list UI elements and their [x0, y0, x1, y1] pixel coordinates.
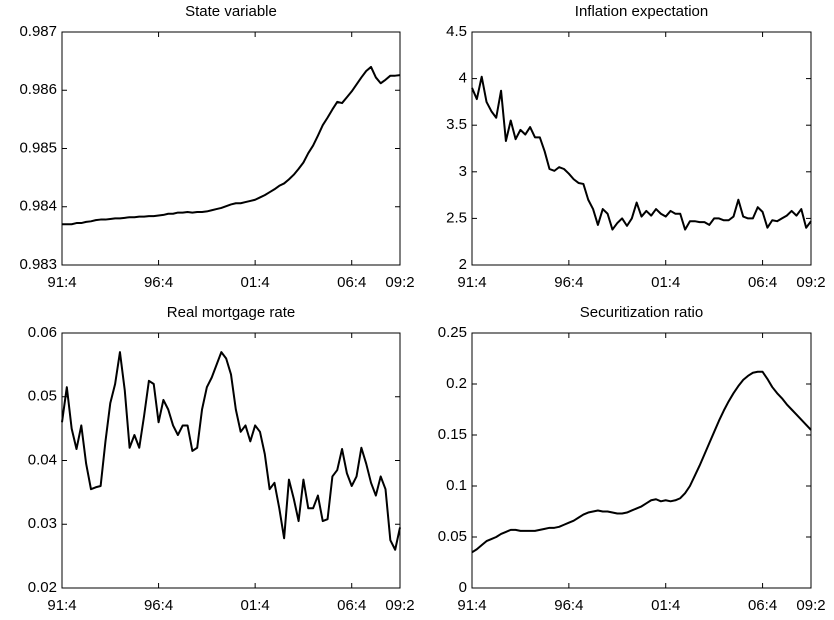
plot-frame [471, 332, 812, 589]
plot-frame [61, 31, 401, 266]
x-tick-label: 09:2 [385, 597, 414, 614]
y-tick-label: 0.05 [28, 388, 57, 405]
x-tick-label: 06:4 [748, 274, 777, 291]
y-tick-label: 0.986 [19, 81, 57, 98]
x-tick-label: 09:2 [796, 274, 825, 291]
y-tick-label: 0.05 [438, 528, 467, 545]
x-tick-label: 01:4 [651, 274, 680, 291]
chart-title: Securitization ratio [580, 304, 703, 321]
x-tick-label: 91:4 [457, 597, 486, 614]
y-tick-label: 3 [459, 163, 467, 180]
y-tick-label: 0.985 [19, 139, 57, 156]
y-tick-label: 4 [459, 70, 467, 87]
chart-title: Inflation expectation [575, 3, 708, 20]
y-tick-label: 4.5 [446, 23, 467, 40]
x-tick-label: 09:2 [385, 274, 414, 291]
x-tick-label: 96:4 [554, 274, 583, 291]
y-tick-label: 0.983 [19, 256, 57, 273]
y-tick-label: 0.987 [19, 23, 57, 40]
x-tick-label: 01:4 [241, 274, 270, 291]
x-tick-label: 09:2 [796, 597, 825, 614]
chart-title: State variable [185, 3, 277, 20]
y-tick-label: 0.984 [19, 198, 57, 215]
y-tick-label: 2.5 [446, 209, 467, 226]
x-tick-label: 96:4 [144, 597, 173, 614]
x-tick-label: 96:4 [554, 597, 583, 614]
y-tick-label: 0.04 [28, 451, 57, 468]
x-tick-label: 91:4 [47, 274, 76, 291]
x-tick-label: 96:4 [144, 274, 173, 291]
x-tick-label: 01:4 [651, 597, 680, 614]
chart-title: Real mortgage rate [167, 304, 295, 321]
x-tick-label: 06:4 [337, 274, 366, 291]
data-line [62, 65, 401, 226]
y-tick-label: 0.25 [438, 324, 467, 341]
y-tick-label: 0.06 [28, 324, 57, 341]
y-tick-label: 0.03 [28, 515, 57, 532]
y-tick-label: 0.2 [446, 375, 467, 392]
y-tick-label: 2 [459, 256, 467, 273]
plot-frame [471, 31, 812, 266]
y-tick-label: 0.1 [446, 477, 467, 494]
y-tick-label: 0.02 [28, 579, 57, 596]
x-tick-label: 06:4 [337, 597, 366, 614]
y-tick-label: 0.15 [438, 426, 467, 443]
x-tick-label: 06:4 [748, 597, 777, 614]
data-line [471, 370, 812, 554]
data-line [61, 351, 401, 551]
y-tick-label: 0 [459, 579, 467, 596]
x-tick-label: 01:4 [241, 597, 270, 614]
data-line [471, 75, 812, 231]
y-tick-label: 3.5 [446, 116, 467, 133]
x-tick-label: 91:4 [457, 274, 486, 291]
x-tick-label: 91:4 [47, 597, 76, 614]
